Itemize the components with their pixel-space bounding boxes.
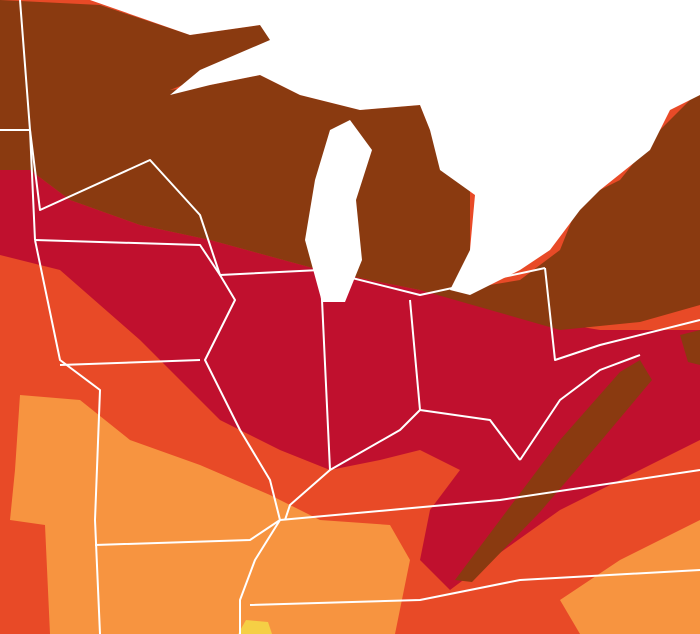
state-border bbox=[519, 354, 641, 461]
region-orange bbox=[560, 520, 700, 634]
state-border bbox=[544, 267, 700, 361]
lake-michigan bbox=[305, 120, 372, 302]
state-border bbox=[249, 569, 700, 606]
state-border bbox=[34, 239, 101, 634]
region-brown bbox=[680, 330, 700, 365]
state-border bbox=[319, 269, 521, 471]
state-border bbox=[34, 239, 281, 634]
region-orange bbox=[10, 395, 410, 634]
state-border bbox=[94, 469, 700, 546]
state-border bbox=[59, 359, 201, 366]
state-border bbox=[409, 299, 421, 411]
water bbox=[90, 0, 700, 295]
state-border bbox=[284, 469, 331, 521]
state-border bbox=[19, 0, 546, 296]
region-brown bbox=[455, 360, 652, 582]
region-yellow bbox=[238, 620, 272, 634]
region-crimson bbox=[0, 170, 700, 590]
